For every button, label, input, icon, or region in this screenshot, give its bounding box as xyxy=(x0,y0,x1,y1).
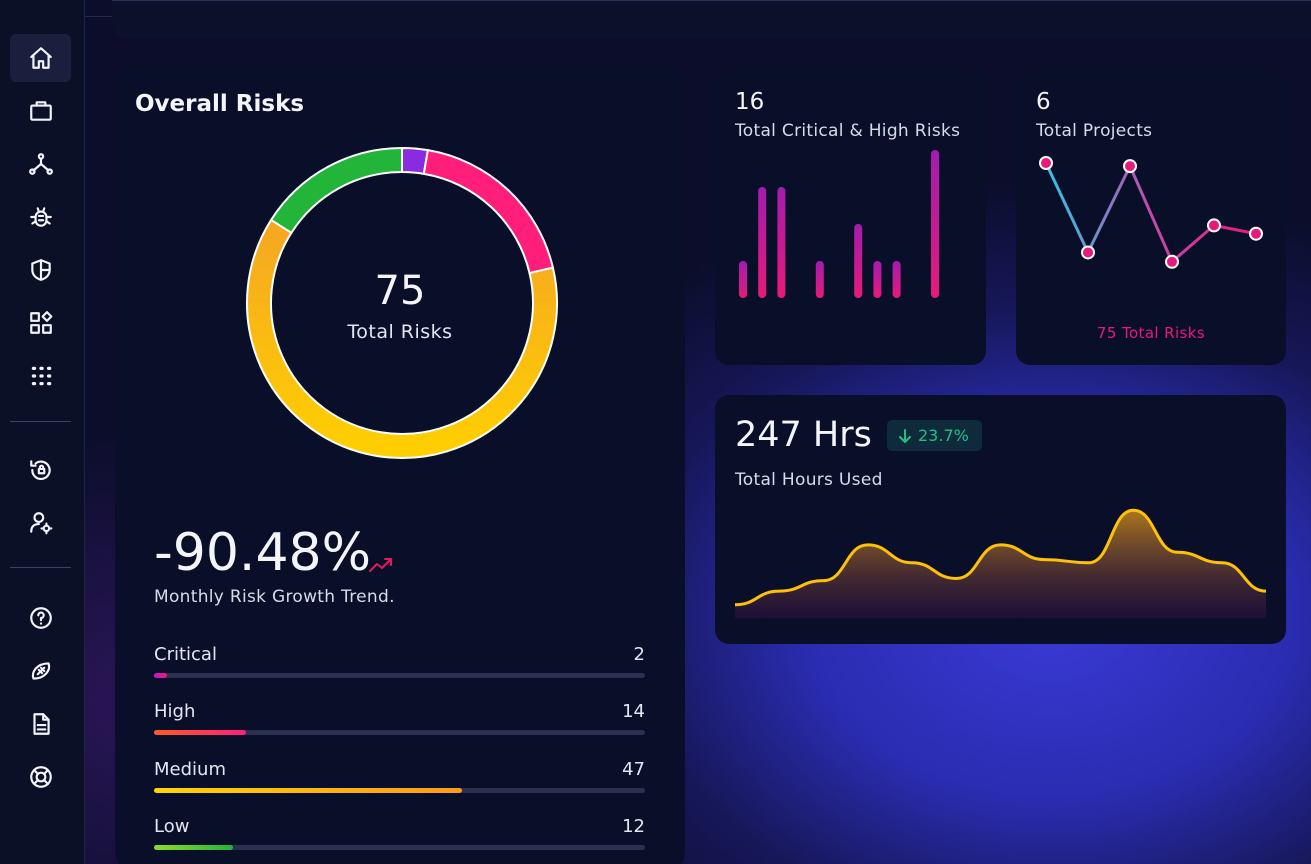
hours-area-chart xyxy=(735,508,1266,618)
critical-high-bar xyxy=(777,187,786,298)
apps-grid-icon xyxy=(31,366,51,386)
projects-point xyxy=(1165,254,1179,269)
overall-risks-title: Overall Risks xyxy=(135,91,305,117)
risk-bar-fill xyxy=(154,788,462,793)
document-icon xyxy=(32,713,50,735)
sidebar-divider xyxy=(10,567,71,568)
sidebar-item-projects[interactable] xyxy=(10,87,71,135)
projects-point xyxy=(1123,159,1137,174)
critical-high-label: Total Critical & High Risks xyxy=(735,121,961,141)
risk-bar-value: 2 xyxy=(633,644,645,665)
projects-value: 6 xyxy=(1036,89,1051,115)
arrow-down-icon xyxy=(899,428,911,443)
projects-footer: 75 Total Risks xyxy=(1096,324,1206,342)
projects-point xyxy=(1081,245,1095,260)
sidebar-item-help[interactable] xyxy=(10,594,71,642)
projects-point xyxy=(1207,218,1221,233)
critical-high-bar xyxy=(739,261,747,298)
critical-high-bar xyxy=(892,261,901,298)
risk-bar-value: 47 xyxy=(622,759,645,780)
risk-bar-label: Critical xyxy=(154,644,217,665)
risk-bar-track xyxy=(154,845,645,850)
critical-high-bar xyxy=(931,150,939,298)
critical-high-bar xyxy=(854,224,863,298)
home-icon xyxy=(29,47,52,69)
critical-high-bar xyxy=(873,261,882,298)
risk-bar-value: 14 xyxy=(622,701,645,722)
football-icon xyxy=(31,662,50,680)
sidebar-item-apps[interactable] xyxy=(10,352,71,400)
risk-bar-track xyxy=(154,730,645,735)
critical-high-bar xyxy=(758,187,767,298)
risk-bar-fill xyxy=(154,673,168,678)
trending-up-icon xyxy=(369,558,392,572)
top-bar xyxy=(112,0,1311,38)
trend-label: Monthly Risk Growth Trend. xyxy=(154,587,395,607)
sidebar-divider xyxy=(10,421,71,422)
total-risks-value: 75 xyxy=(374,268,426,314)
sidebar-item-user-settings[interactable] xyxy=(10,499,71,547)
risk-bar-label: Medium xyxy=(154,759,226,780)
hours-change-value: 23.7% xyxy=(918,426,969,445)
critical-high-bar-chart xyxy=(739,150,939,298)
risk-bar-high: High 14 xyxy=(154,701,645,741)
trend-value: -90.48% xyxy=(154,523,372,583)
widgets-icon xyxy=(29,311,52,334)
network-icon xyxy=(28,153,53,175)
bug-icon xyxy=(29,207,52,227)
projects-point xyxy=(1249,226,1263,241)
risk-bar-label: Low xyxy=(154,816,190,837)
hours-line xyxy=(735,508,1266,607)
hours-card: 247 Hrs 23.7% Total Hours Used xyxy=(715,395,1286,644)
help-icon xyxy=(29,607,52,629)
risk-bar-medium: Medium 47 xyxy=(154,759,645,799)
sidebar-item-sports[interactable] xyxy=(10,647,71,695)
risk-bar-label: High xyxy=(154,701,196,722)
risk-donut-chart xyxy=(245,146,559,460)
risk-bar-low: Low 12 xyxy=(154,816,645,856)
briefcase-icon xyxy=(29,101,52,121)
sidebar-item-network[interactable] xyxy=(10,140,71,188)
sidebar xyxy=(0,0,85,864)
hours-value: 247 Hrs xyxy=(735,415,872,455)
risk-bar-fill xyxy=(154,730,246,735)
support-icon xyxy=(29,766,52,788)
user-settings-icon xyxy=(29,512,52,535)
risk-bar-critical: Critical 2 xyxy=(154,644,645,684)
total-risks-label: Total Risks xyxy=(347,321,453,343)
risk-bar-track xyxy=(154,788,645,793)
projects-line xyxy=(1044,162,1257,264)
projects-label: Total Projects xyxy=(1036,121,1153,141)
hours-area-fill xyxy=(735,510,1266,618)
history-lock-icon xyxy=(29,460,51,481)
donut-slice-high xyxy=(422,149,555,275)
sidebar-item-home[interactable] xyxy=(10,34,71,82)
projects-line-chart xyxy=(1039,156,1263,269)
overall-risks-card: Overall Risks 75 Total Risks -90.48% Mon… xyxy=(115,68,685,864)
donut-slice-low xyxy=(269,146,403,235)
sidebar-item-documents[interactable] xyxy=(10,700,71,748)
projects-card: 6 Total Projects 75 Total Risks xyxy=(1016,68,1286,365)
critical-high-card: 16 Total Critical & High Risks xyxy=(715,68,986,365)
sidebar-item-bugs[interactable] xyxy=(10,193,71,241)
critical-high-bar xyxy=(815,261,824,298)
hours-change-badge: 23.7% xyxy=(887,420,982,451)
hours-label: Total Hours Used xyxy=(735,470,883,490)
shield-icon xyxy=(30,259,51,281)
sidebar-item-history[interactable] xyxy=(10,446,71,494)
risk-bar-track xyxy=(154,673,645,678)
risk-bar-fill xyxy=(154,845,233,850)
sidebar-item-security[interactable] xyxy=(10,246,71,294)
risk-bar-value: 12 xyxy=(622,816,645,837)
sidebar-item-support[interactable] xyxy=(10,753,71,801)
projects-point xyxy=(1039,156,1053,170)
critical-high-value: 16 xyxy=(735,89,765,115)
sidebar-item-widgets[interactable] xyxy=(10,299,71,347)
